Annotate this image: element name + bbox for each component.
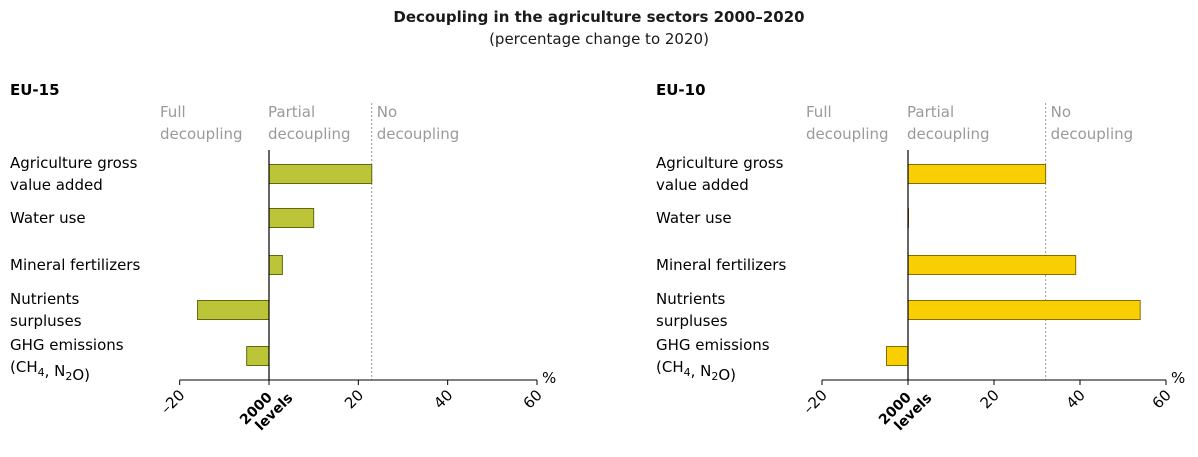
bar (246, 346, 270, 366)
x-tick-label: 20 (977, 386, 1003, 412)
x-tick-label: 60 (520, 386, 546, 412)
x-axis-unit: % (1171, 369, 1185, 387)
category-label: Water use (656, 209, 732, 227)
x-tick-label: 20 (341, 386, 367, 412)
chart-panel-eu-10: EU-10 Full decoupling Partial decoupling No de… (656, 81, 1185, 439)
bar (197, 300, 270, 320)
zone-label: Full decoupling (806, 103, 889, 143)
chart-title: Decoupling in the agriculture sectors 20… (393, 8, 805, 26)
category-label: GHG emissions (CH4, N2O) (10, 336, 124, 384)
zone-label: No decoupling (377, 103, 460, 143)
category-label: Nutrients surpluses (656, 290, 728, 330)
category-label: Mineral fertilizers (656, 256, 786, 274)
bar (268, 164, 373, 184)
category-label: GHG emissions (CH4, N2O) (656, 336, 770, 384)
bar (907, 164, 1047, 184)
x-axis-unit: % (542, 369, 556, 387)
chart-subtitle: (percentage change to 2020) (489, 30, 709, 48)
panel-title: EU-15 (10, 81, 60, 99)
bar (886, 346, 909, 366)
category-label: Agriculture gross value added (656, 154, 784, 194)
category-label: Nutrients surpluses (10, 290, 82, 330)
zone-label: Partial decoupling (907, 103, 990, 143)
category-label: Agriculture gross value added (10, 154, 138, 194)
x-tick-label: –20 (157, 386, 189, 418)
x-tick-label: 60 (1149, 386, 1175, 412)
x-tick-label: 40 (1063, 386, 1089, 412)
x-tick-label: 2000levels (876, 380, 935, 439)
x-tick-label: 40 (430, 386, 456, 412)
bar (907, 300, 1141, 320)
zone-label: No decoupling (1051, 103, 1134, 143)
x-tick-label: –20 (799, 386, 831, 418)
panel-title: EU-10 (656, 81, 706, 99)
zone-label: Full decoupling (160, 103, 243, 143)
category-label: Water use (10, 209, 86, 227)
bar (268, 255, 283, 275)
chart-panel-eu-15: EU-15 Full decoupling Partial decoupling No de… (10, 81, 556, 439)
zone-label: Partial decoupling (268, 103, 351, 143)
category-label: Mineral fertilizers (10, 256, 140, 274)
x-tick-label: 2000levels (237, 380, 296, 439)
bar (268, 208, 315, 228)
bar (907, 255, 1077, 275)
